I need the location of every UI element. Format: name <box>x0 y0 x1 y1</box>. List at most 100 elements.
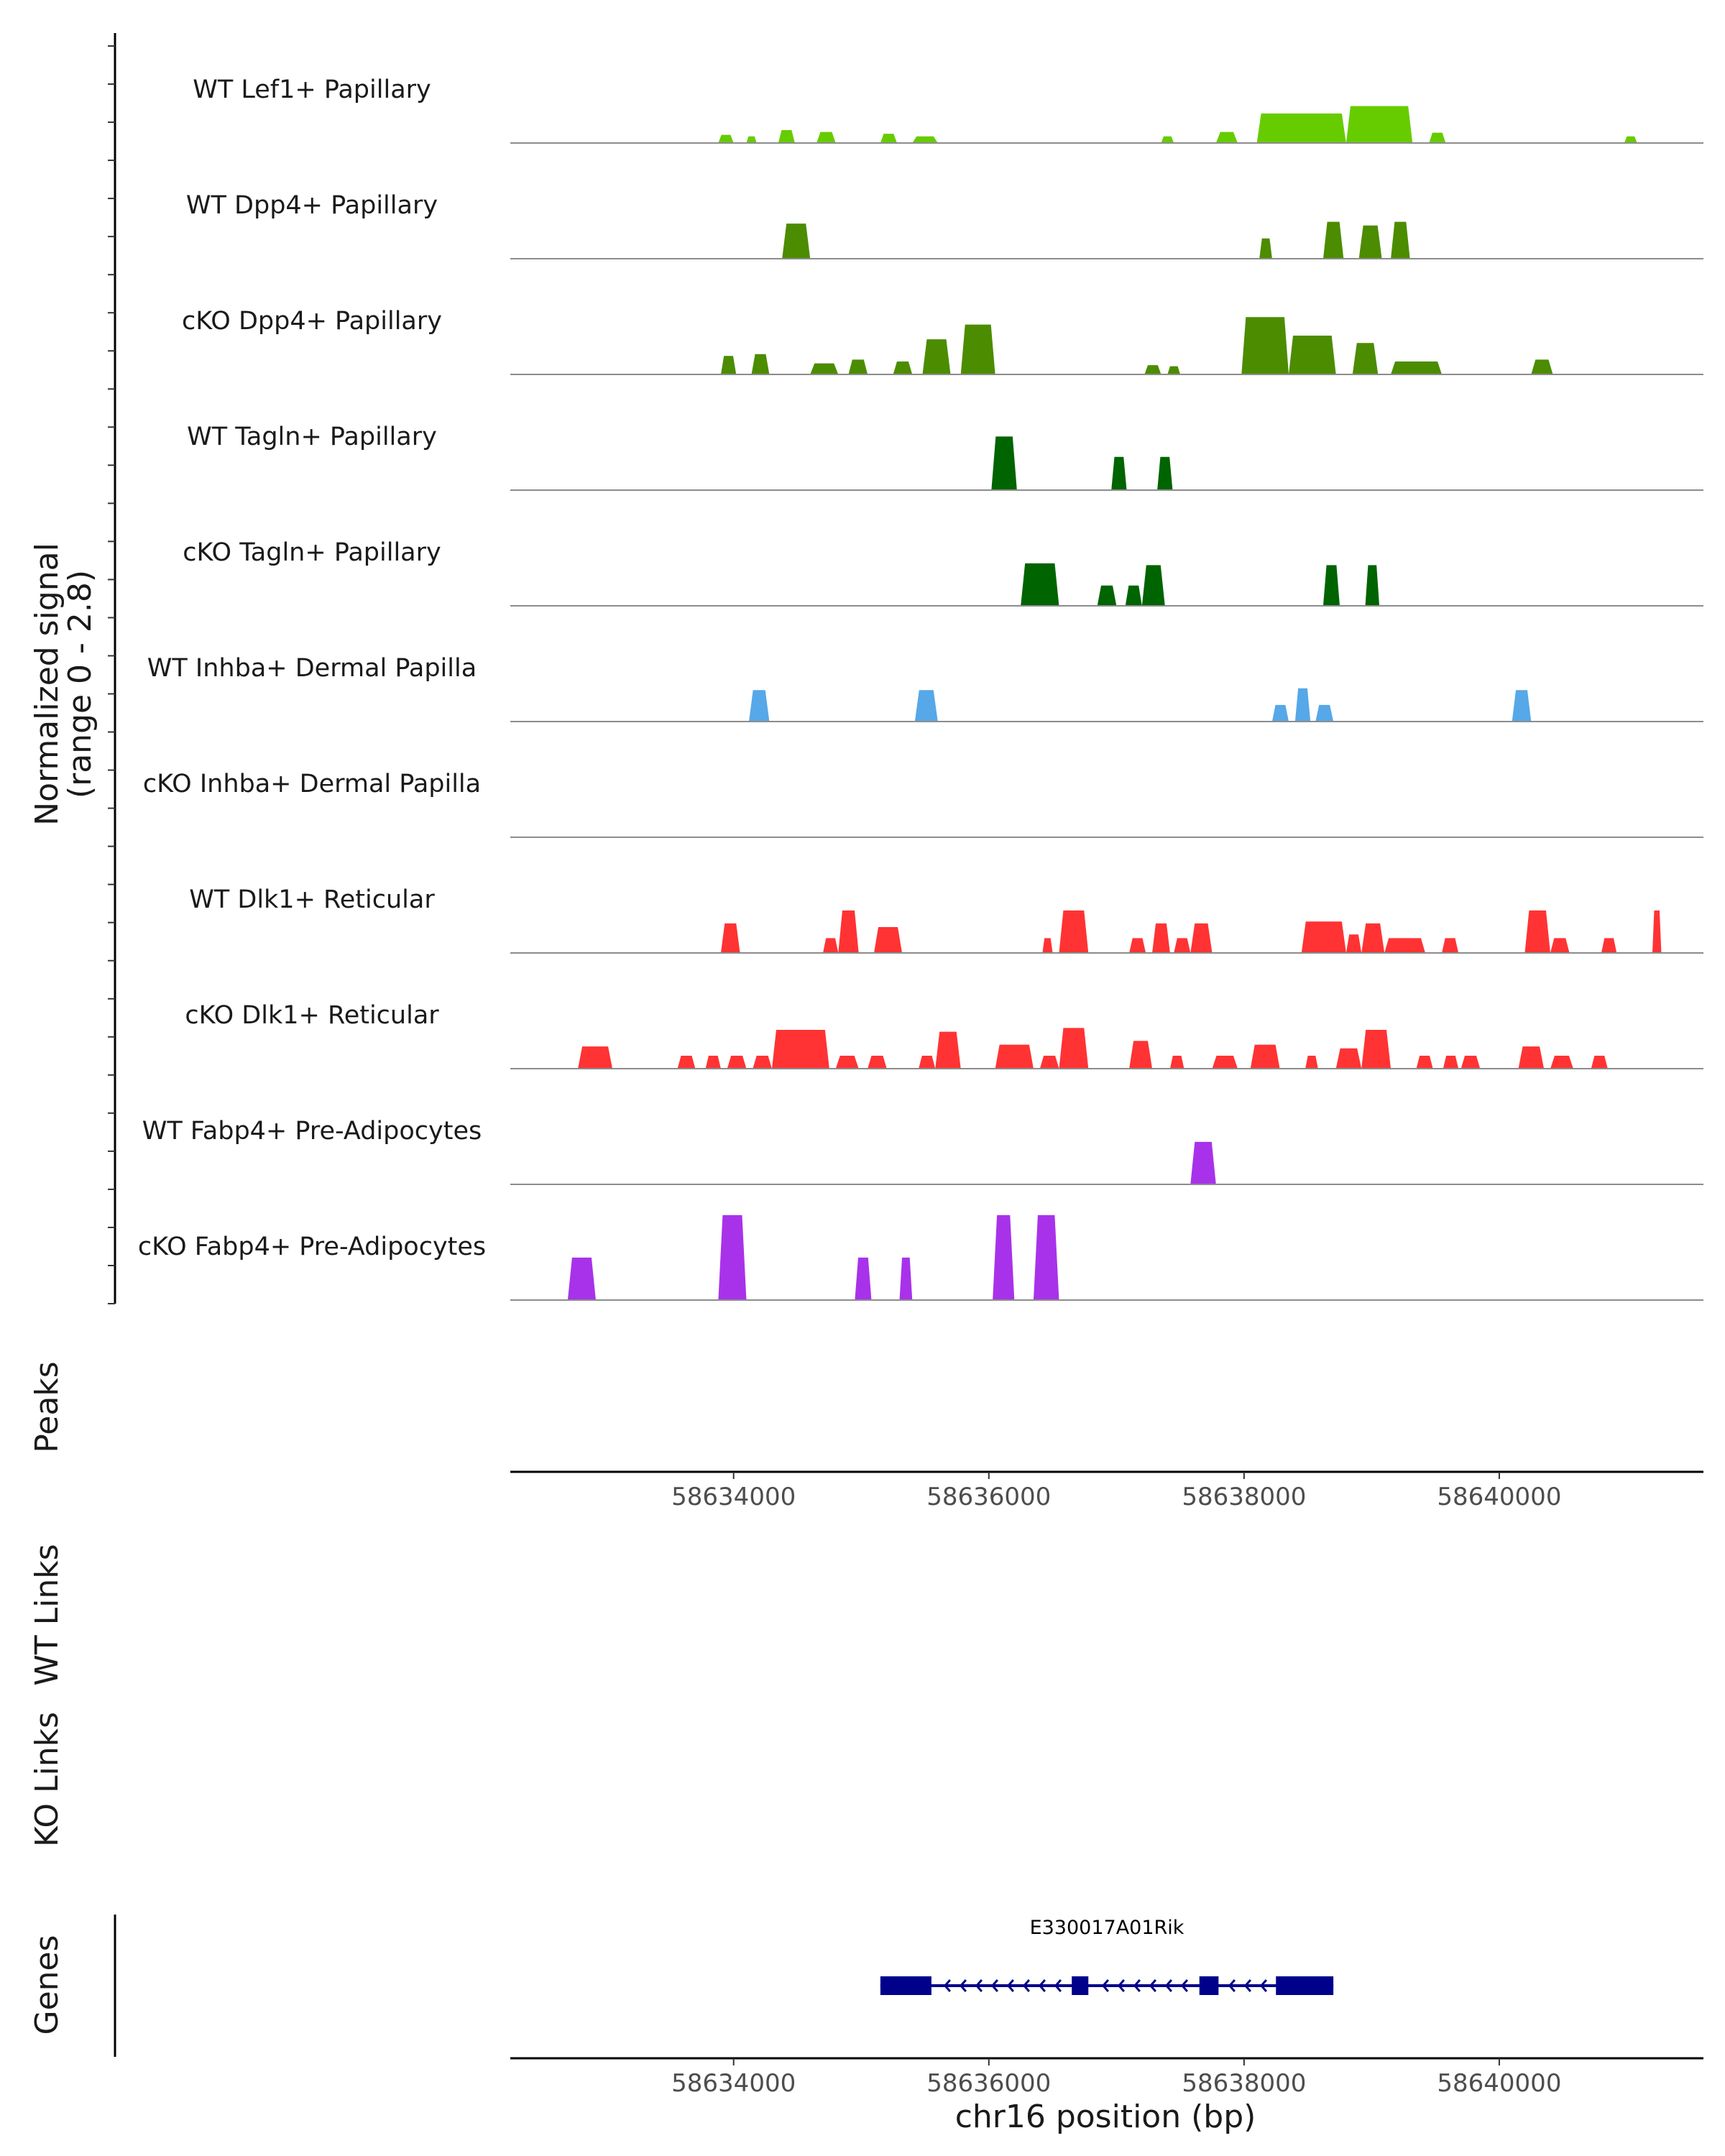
signal-peak <box>771 1030 829 1069</box>
signal-peak <box>935 1031 961 1069</box>
track-label: WT Inhba+ Dermal Papilla <box>147 654 477 683</box>
signal-peak <box>1443 1056 1459 1069</box>
signal-peak <box>922 339 951 374</box>
signal-peak <box>1141 565 1165 606</box>
track-label: WT Dpp4+ Papillary <box>186 191 438 220</box>
track-6: WT Inhba+ Dermal Papilla <box>147 654 1703 722</box>
x-tick-label: 58634000 <box>671 2069 796 2098</box>
signal-peak <box>720 923 740 953</box>
signal-peak <box>1391 221 1410 259</box>
strand-arrow <box>1022 1979 1030 1992</box>
signal-peak <box>1129 1041 1153 1069</box>
signal-peak <box>1271 704 1289 722</box>
strand-arrow <box>1243 1979 1251 1992</box>
strand-arrow <box>1054 1979 1062 1992</box>
signal-peak <box>893 361 913 374</box>
signal-peak <box>1301 921 1346 953</box>
signal-peak <box>705 1056 721 1069</box>
strand-arrow <box>1164 1979 1172 1992</box>
signal-peak <box>1652 910 1662 953</box>
signal-peak <box>1315 704 1334 722</box>
signal-peak <box>1361 1030 1392 1069</box>
signal-peak <box>1416 1056 1433 1069</box>
strand-arrow <box>959 1979 967 1992</box>
track-label: WT Tagln+ Papillary <box>187 423 437 451</box>
signal-peak <box>1550 938 1570 953</box>
genes-track-label: Genes <box>29 1935 65 2035</box>
track-1: WT Lef1+ Papillary <box>193 75 1703 144</box>
signal-peak <box>914 690 938 722</box>
signal-peak <box>1039 1056 1059 1069</box>
y-axis-title-line1: Normalized signal <box>29 543 65 826</box>
track-10: WT Fabp4+ Pre-Adipocytes <box>142 1117 1703 1185</box>
signal-peak <box>991 436 1017 490</box>
signal-y-axis <box>108 33 116 1304</box>
signal-peak <box>1524 910 1550 953</box>
signal-peak <box>1531 359 1553 374</box>
signal-peak <box>1256 113 1346 143</box>
x-tick-label: 58636000 <box>926 2069 1051 2098</box>
gene-model: E330017A01Rik <box>880 1917 1334 1995</box>
signal-peak <box>1125 585 1142 606</box>
signal-peak <box>1601 938 1617 953</box>
signal-peak <box>1190 1141 1216 1184</box>
signal-peak <box>782 224 811 259</box>
signal-peak <box>899 1257 913 1300</box>
signal-peak <box>868 1056 887 1069</box>
signal-peak <box>1259 238 1272 259</box>
signal-peak <box>855 1257 872 1300</box>
track-label: WT Fabp4+ Pre-Adipocytes <box>142 1117 482 1146</box>
signal-peak <box>848 359 868 374</box>
signal-peak <box>778 130 795 143</box>
track-label: WT Lef1+ Papillary <box>193 75 431 104</box>
signal-peak <box>1358 225 1382 259</box>
signal-peak <box>1215 132 1238 143</box>
signal-peak <box>1042 938 1053 953</box>
signal-peak <box>1129 938 1146 953</box>
signal-peak <box>1361 923 1385 953</box>
track-11: cKO Fabp4+ Pre-Adipocytes <box>138 1215 1703 1301</box>
x-tick-label: 58638000 <box>1182 1483 1306 1511</box>
signal-peak <box>1512 690 1532 722</box>
signal-peak <box>1346 106 1413 143</box>
signal-peak <box>1212 1056 1238 1069</box>
signal-peak <box>1174 938 1191 953</box>
x-tick-label: 58640000 <box>1437 1483 1561 1511</box>
x-tick-label: 58634000 <box>671 1483 796 1511</box>
signal-peak <box>1305 1056 1318 1069</box>
signal-peak <box>1591 1056 1608 1069</box>
signal-peak <box>677 1056 696 1069</box>
x-axis-title: chr16 position (bp) <box>955 2099 1256 2135</box>
strand-arrow <box>1038 1979 1046 1992</box>
signal-peak <box>727 1056 747 1069</box>
track-2: WT Dpp4+ Papillary <box>186 191 1703 259</box>
strand-arrow <box>975 1979 983 1992</box>
gene-name-label: E330017A01Rik <box>1030 1917 1184 1939</box>
track-7: cKO Inhba+ Dermal Papilla <box>143 770 1703 838</box>
signal-peak <box>1335 1048 1362 1069</box>
strand-arrow <box>1180 1979 1188 1992</box>
gene-exon <box>1072 1976 1089 1995</box>
ko-links-track-label: KO Links <box>29 1712 65 1847</box>
strand-arrow <box>990 1979 998 1992</box>
signal-peak <box>1352 343 1379 374</box>
signal-peak <box>1157 456 1173 490</box>
signal-peak <box>751 354 770 374</box>
signal-peak <box>995 1044 1034 1069</box>
track-label: cKO Tagln+ Papillary <box>183 538 441 567</box>
signal-peak <box>753 1056 772 1069</box>
signal-peak <box>1365 565 1380 606</box>
peaks-x-axis: 58634000 58636000 58638000 58640000 <box>671 1472 1561 1511</box>
peaks-track-label: Peaks <box>29 1361 65 1452</box>
signal-peak <box>578 1046 613 1069</box>
strand-arrow <box>1228 1979 1236 1992</box>
track-label: WT Dlk1+ Reticular <box>189 885 435 914</box>
signal-peak <box>1384 938 1425 953</box>
coverage-tracks: WT Lef1+ Papillary WT Dpp4+ Papillary cKO … <box>138 75 1703 1301</box>
signal-peak <box>993 1215 1015 1300</box>
signal-peak <box>919 1056 936 1069</box>
signal-peak <box>1059 1028 1089 1069</box>
signal-peak <box>1322 221 1344 259</box>
signal-peak <box>1059 910 1089 953</box>
strand-arrow <box>1117 1979 1125 1992</box>
